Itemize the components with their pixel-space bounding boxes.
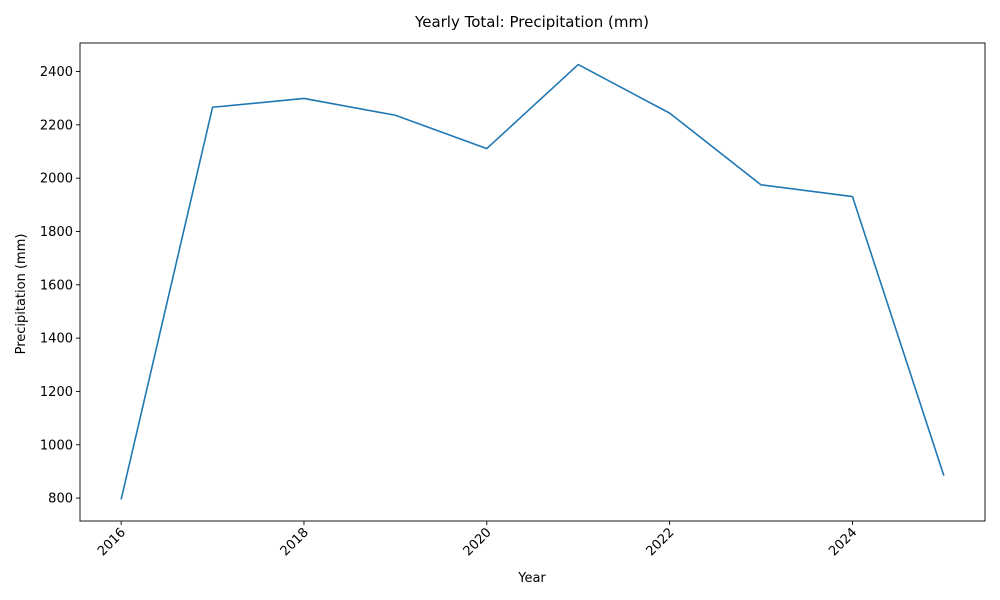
x-axis-label: Year <box>517 571 546 586</box>
y-tick-label: 1200 <box>40 385 73 400</box>
series-line <box>120 63 945 500</box>
y-tick-label: 1400 <box>40 332 73 347</box>
y-tick-label: 2000 <box>40 172 73 187</box>
chart-title: Yearly Total: Precipitation (mm) <box>414 13 649 31</box>
plot-area <box>79 42 986 522</box>
y-tick-label: 1000 <box>40 438 73 453</box>
y-tick-label: 2200 <box>40 118 73 133</box>
y-axis-label: Precipitation (mm) <box>14 234 29 355</box>
y-tick-label: 1800 <box>40 225 73 240</box>
axes-frame <box>79 42 986 522</box>
y-axis-ticks: 800 1000 1200 1400 1600 1800 2000 2200 2400 <box>40 65 80 507</box>
y-tick-label: 800 <box>48 492 73 507</box>
y-tick-label: 2400 <box>40 65 73 80</box>
y-tick-label: 1600 <box>40 278 73 293</box>
